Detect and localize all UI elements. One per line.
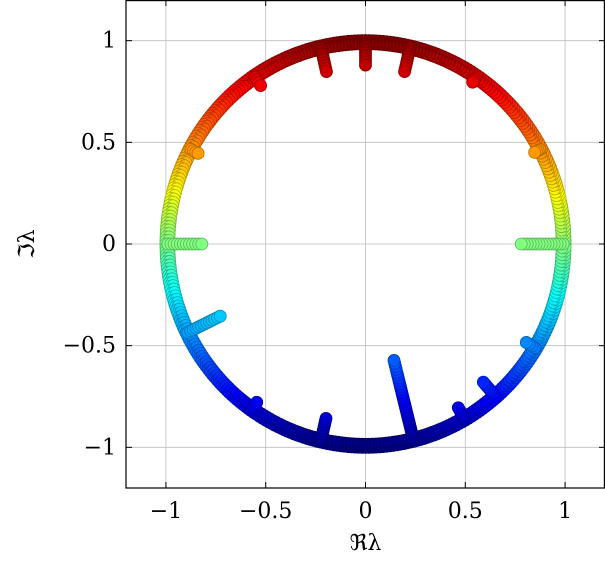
- scatter-points: [159, 34, 572, 454]
- data-point: [213, 309, 227, 323]
- y-tick-label: 0: [102, 232, 116, 257]
- data-point: [451, 401, 465, 415]
- data-point: [466, 75, 480, 89]
- x-tick-label: 0.5: [448, 499, 483, 524]
- x-tick-label: 1: [558, 499, 572, 524]
- data-point: [191, 146, 205, 160]
- x-tick-label: −0.5: [239, 499, 292, 524]
- y-axis-label: ℑλ: [15, 229, 40, 258]
- data-point: [254, 79, 267, 92]
- y-tick-labels: −1 −0.5 0 0.5 1: [63, 29, 116, 461]
- y-tick-label: −0.5: [63, 334, 116, 359]
- x-tick-labels: −1 −0.5 0 0.5 1: [150, 499, 572, 524]
- y-tick-label: −1: [84, 435, 116, 460]
- x-tick-label: −1: [150, 499, 182, 524]
- data-point: [319, 411, 333, 425]
- data-point: [398, 65, 411, 79]
- data-point: [359, 58, 372, 72]
- y-tick-label: 0.5: [81, 130, 116, 155]
- data-point: [514, 237, 528, 251]
- data-point: [195, 237, 209, 251]
- data-point: [519, 336, 533, 349]
- x-axis-label: ℜλ: [350, 531, 382, 556]
- data-point: [250, 395, 264, 409]
- data-point: [387, 354, 401, 367]
- data-point: [320, 65, 333, 79]
- data-point: [476, 375, 490, 389]
- x-tick-label: 0: [359, 499, 373, 524]
- data-point: [528, 145, 542, 159]
- y-tick-label: 1: [102, 29, 116, 54]
- axis-ticks: [126, 0, 605, 488]
